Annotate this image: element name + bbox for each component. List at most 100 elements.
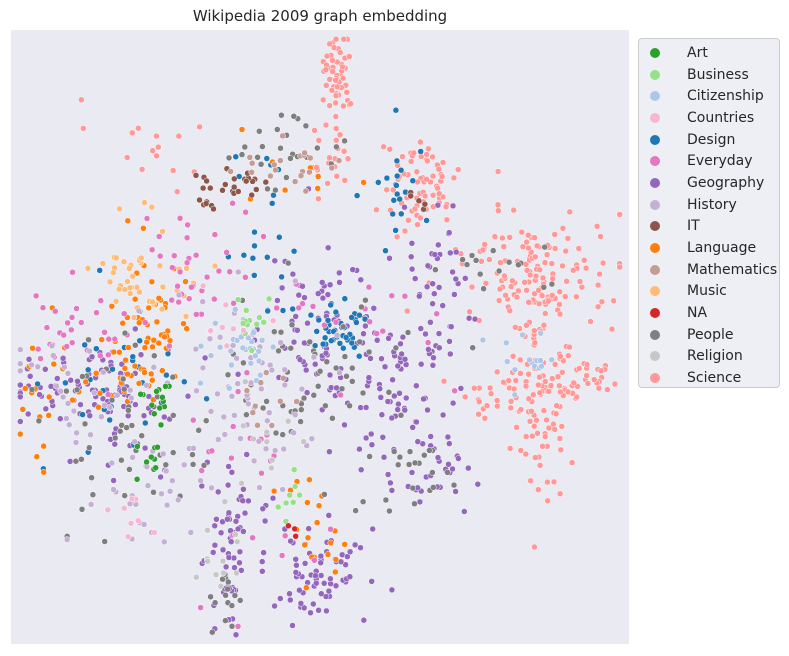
point-science [169,167,177,174]
point-everyday [73,305,80,312]
point-citizenship [197,342,205,350]
point-people [222,617,229,624]
point-business [243,307,250,314]
point-it [210,205,217,213]
point-history [235,268,242,276]
point-geography [341,421,348,429]
point-geography [296,356,304,363]
legend-item-mathematics: Mathematics [639,259,779,281]
point-mathematics [243,387,251,394]
point-people [78,506,86,513]
point-science [509,353,517,360]
point-science [530,422,538,430]
point-geography [349,266,356,273]
point-science [330,44,338,51]
point-people [240,359,247,367]
point-history [64,370,72,377]
point-everyday [34,345,42,353]
point-everyday [215,267,223,275]
point-design [324,317,332,324]
legend-swatch [650,308,660,319]
point-geography [209,549,217,556]
point-geography [24,410,32,418]
point-geography [388,586,396,594]
point-art [143,458,150,466]
point-science [411,205,419,213]
point-people [225,154,233,162]
point-music [138,254,145,262]
point-people [333,143,340,151]
point-science [155,143,162,151]
point-history [247,379,255,387]
point-geography [425,346,432,353]
point-geography [211,522,218,530]
point-it [203,177,210,185]
point-language [149,343,156,351]
point-people [132,341,139,349]
point-geography [86,412,94,419]
point-science [573,393,581,401]
point-everyday [295,304,303,312]
point-geography [274,297,281,304]
point-design [390,197,398,204]
point-science [506,234,513,241]
point-language [147,370,155,378]
point-geography [318,590,325,597]
point-people [277,328,285,336]
point-history [256,484,263,491]
point-science [332,113,340,120]
point-science [531,339,539,347]
point-people [72,457,80,465]
point-citizenship [226,385,233,392]
point-geography [396,390,403,397]
point-geography [145,393,153,400]
point-geography [241,509,249,517]
point-people [463,261,471,268]
point-geography [67,376,74,384]
point-design [397,166,405,174]
point-it [262,178,270,186]
point-geography [408,469,416,476]
point-everyday [97,352,104,360]
point-everyday [433,310,440,318]
point-people [86,444,93,451]
point-everyday [192,251,200,259]
point-science [566,208,574,216]
point-people [505,258,513,266]
point-science [499,234,506,242]
point-design [276,233,283,241]
point-science [543,251,551,258]
point-history [292,277,299,285]
point-geography [461,508,468,515]
point-science [564,388,572,396]
point-geography [261,517,269,525]
point-science [544,497,551,505]
point-science [551,361,559,368]
point-people [297,418,304,425]
point-science [535,381,542,389]
point-people [222,592,229,599]
point-citizenship [207,352,215,359]
point-geography [356,445,363,453]
point-science [435,165,443,173]
legend-swatch [650,91,660,102]
point-geography [292,556,299,563]
point-everyday [43,324,51,331]
point-geography [77,401,84,408]
point-citizenship [212,319,219,327]
point-geography [314,290,322,297]
point-geography [269,494,277,502]
point-language [17,430,24,438]
point-everyday [68,339,76,346]
point-history [158,490,165,498]
point-geography [462,275,469,282]
point-history [53,382,60,390]
point-it [222,181,229,188]
point-science [616,263,623,271]
point-it [207,184,214,192]
point-people [121,329,129,337]
point-geography [320,580,328,587]
point-science [522,382,530,390]
point-language [180,320,187,327]
point-everyday [184,221,191,229]
